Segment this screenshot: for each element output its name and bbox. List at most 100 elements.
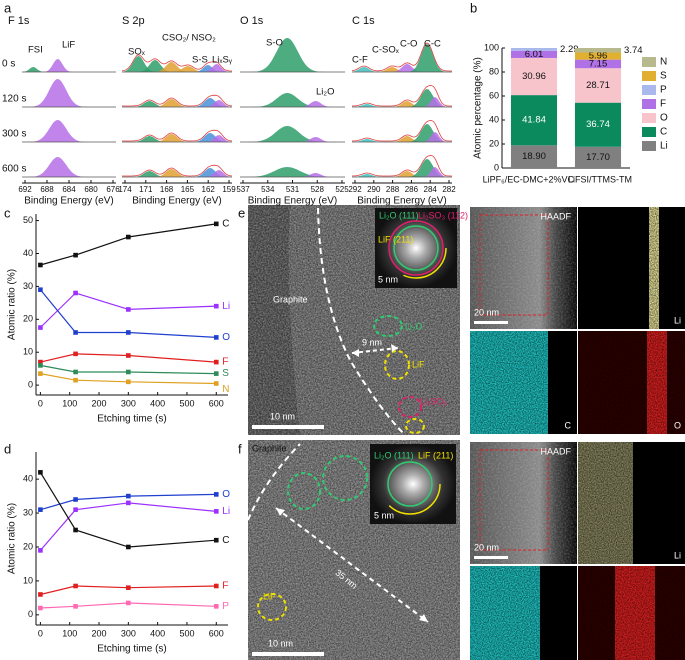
series-label: Li <box>222 506 230 517</box>
interface-line <box>247 443 301 521</box>
distance-arrow <box>275 507 429 623</box>
fit-envelope <box>351 42 452 72</box>
series-label: Li <box>222 301 230 312</box>
x-tick-label: 525 <box>335 185 349 194</box>
data-point <box>73 604 78 609</box>
spectrum-peak <box>122 170 232 177</box>
series-line <box>40 602 217 609</box>
selection-box <box>479 214 549 316</box>
spectrum-peak <box>22 67 116 72</box>
data-point <box>38 262 43 268</box>
value-label: 7.15 <box>589 58 608 69</box>
spectrum-peak <box>122 133 232 142</box>
y-axis-label: Atomic ratio (%) <box>7 269 18 340</box>
fit-envelope <box>351 85 452 107</box>
spectrum-peak <box>122 100 232 107</box>
x-tick-label: 400 <box>150 398 165 408</box>
x-tick-label: 531 <box>286 185 300 194</box>
tem-image-e: Li₂O (111) Li₂SO₃ (112) LiF (211) 5 nm G… <box>248 205 468 436</box>
tem-image-f: Graphite Li₂O (111) LiF (211) 5 nm 35 nm… <box>247 440 460 660</box>
x-tick-label: 534 <box>261 185 275 194</box>
dashed-circle <box>322 455 368 501</box>
series-label: F <box>222 581 228 592</box>
scale-label: 5 nm <box>374 510 394 520</box>
x-tick-label: 288 <box>386 185 400 194</box>
x-tick-label: 165 <box>181 185 195 194</box>
bar-segment <box>510 48 558 51</box>
x-tick-label: 537 <box>236 185 250 194</box>
data-point <box>38 470 43 475</box>
value-label: 3.74 <box>624 45 643 56</box>
x-tick-label: 159 <box>222 185 236 194</box>
x-tick-label: 300 <box>121 398 136 408</box>
x-axis-label: Etching time (s) <box>97 644 166 655</box>
series-line <box>40 493 217 511</box>
x-tick-label: LiPF₆/EC-DMC+2%VC <box>483 174 575 184</box>
spectrum-peak <box>122 98 232 107</box>
spectrum-peak <box>122 60 232 72</box>
data-point <box>73 369 78 375</box>
spectrum-peak <box>22 157 116 177</box>
spectrum-peak <box>352 171 452 177</box>
map-noise <box>578 442 685 564</box>
data-point <box>38 359 43 365</box>
value-label: 30.96 <box>522 71 546 82</box>
legend-swatch <box>642 141 656 151</box>
bar-segment <box>574 59 622 69</box>
x-tick-label: 0 <box>38 628 43 638</box>
data-point <box>38 287 43 292</box>
spectrum-peak <box>122 65 232 72</box>
phase-label: LiF <box>412 359 425 369</box>
y-tick-label: 0 <box>28 380 33 390</box>
spectrum-peak <box>240 93 345 107</box>
x-tick-label: 168 <box>160 185 174 194</box>
spectrum-peak <box>122 99 232 107</box>
legend-swatch <box>642 85 656 95</box>
scale-label: 10 nm <box>270 411 295 421</box>
data-point <box>126 369 131 375</box>
y-tick-label: 20 <box>489 138 499 148</box>
legend-label: N <box>660 57 667 68</box>
fit-envelope <box>122 94 233 107</box>
fft-label: LiF (211) <box>418 450 453 460</box>
legend-label: Li <box>660 141 668 152</box>
data-point <box>213 509 219 514</box>
data-point <box>213 583 219 589</box>
data-point <box>73 507 78 512</box>
x-tick-label: 200 <box>92 398 107 408</box>
legend-label: P <box>660 85 667 96</box>
data-point <box>126 353 131 358</box>
y-tick-label: 30 <box>23 507 33 517</box>
legend-swatch <box>642 99 656 109</box>
panel-label: e <box>238 205 245 220</box>
panel-label: c <box>4 205 11 220</box>
bar-segment <box>510 95 558 146</box>
data-point <box>38 592 43 597</box>
series-label: F <box>222 357 228 368</box>
data-point <box>213 492 219 497</box>
scale-bar <box>252 652 324 656</box>
map-label: C <box>565 420 572 430</box>
spectrum-peak <box>122 169 232 177</box>
fit-envelope <box>351 120 452 142</box>
data-point <box>126 493 131 499</box>
data-point <box>126 544 131 550</box>
spectrum-peak <box>122 168 232 177</box>
spectrum-peak <box>240 126 345 142</box>
spectrum-peak <box>122 135 232 142</box>
peak-annotation: S-O <box>266 38 283 49</box>
panel-label: f <box>238 441 242 456</box>
data-point <box>73 290 78 296</box>
legend-swatch <box>642 71 656 81</box>
data-point <box>213 303 219 309</box>
dashed-circle <box>373 315 403 337</box>
map-label: Li <box>674 550 681 560</box>
peak-annotation: C-SOₓ <box>372 45 400 56</box>
xps-spectra: 692 688 684 680 676 Binding Energy (eV) F 1s 17… <box>2 15 456 207</box>
series-label: N <box>222 384 229 395</box>
data-point <box>38 605 43 611</box>
phase-label: LiF <box>263 591 276 601</box>
diffraction-ring <box>393 225 439 271</box>
image-noise <box>470 207 577 329</box>
series-label: S <box>222 368 229 379</box>
